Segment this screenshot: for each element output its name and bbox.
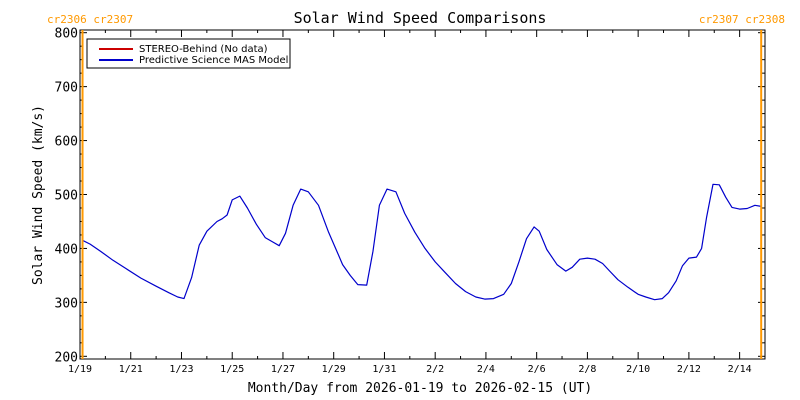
legend-label-stereo: STEREO-Behind (No data) xyxy=(139,44,268,55)
chart-title: Solar Wind Speed Comparisons xyxy=(294,9,547,27)
carrington-lines xyxy=(81,30,763,359)
y-tick-label: 500 xyxy=(55,189,78,204)
carrington-left-label: cr2306 cr2307 xyxy=(47,13,133,26)
y-tick-label: 600 xyxy=(55,135,78,150)
x-tick-label: 1/19 xyxy=(68,364,92,375)
y-tick-label: 400 xyxy=(55,242,78,257)
x-tick-label: 1/23 xyxy=(169,364,193,375)
x-tick-label: 2/12 xyxy=(677,364,701,375)
x-tick-label: 1/29 xyxy=(322,364,346,375)
x-axis-ticks: 1/19 1/21 1/23 1/25 1/27 1/29 1/31 2/2 2/4 2/6 2/8… xyxy=(68,30,752,375)
x-tick-label: 2/4 xyxy=(477,364,495,375)
x-tick-label: 2/10 xyxy=(626,364,650,375)
x-axis-label: Month/Day from 2026-01-19 to 2026-02-15 … xyxy=(248,381,592,396)
x-tick-label: 2/6 xyxy=(528,364,546,375)
x-tick-label: 2/2 xyxy=(426,364,444,375)
y-tick-label: 300 xyxy=(55,296,78,311)
x-tick-label: 2/14 xyxy=(728,364,752,375)
y-tick-label: 700 xyxy=(55,81,78,96)
y-axis-label: Solar Wind Speed (km/s) xyxy=(31,105,46,285)
x-tick-label: 1/25 xyxy=(220,364,244,375)
series-line-1 xyxy=(82,183,762,301)
carrington-right-label: cr2307 cr2308 xyxy=(699,13,785,26)
x-tick-label: 1/27 xyxy=(271,364,295,375)
plot-frame xyxy=(79,29,766,360)
legend-label-model: Predictive Science MAS Model xyxy=(139,55,288,66)
x-tick-label: 1/31 xyxy=(372,364,396,375)
x-tick-label: 1/21 xyxy=(119,364,143,375)
y-tick-label: 200 xyxy=(55,350,78,365)
legend-box xyxy=(86,38,291,69)
legend: STEREO-Behind (No data) Predictive Scien… xyxy=(86,38,291,69)
x-tick-label: 2/8 xyxy=(578,364,596,375)
y-tick-label: 800 xyxy=(55,27,78,42)
series-layer xyxy=(82,183,762,301)
